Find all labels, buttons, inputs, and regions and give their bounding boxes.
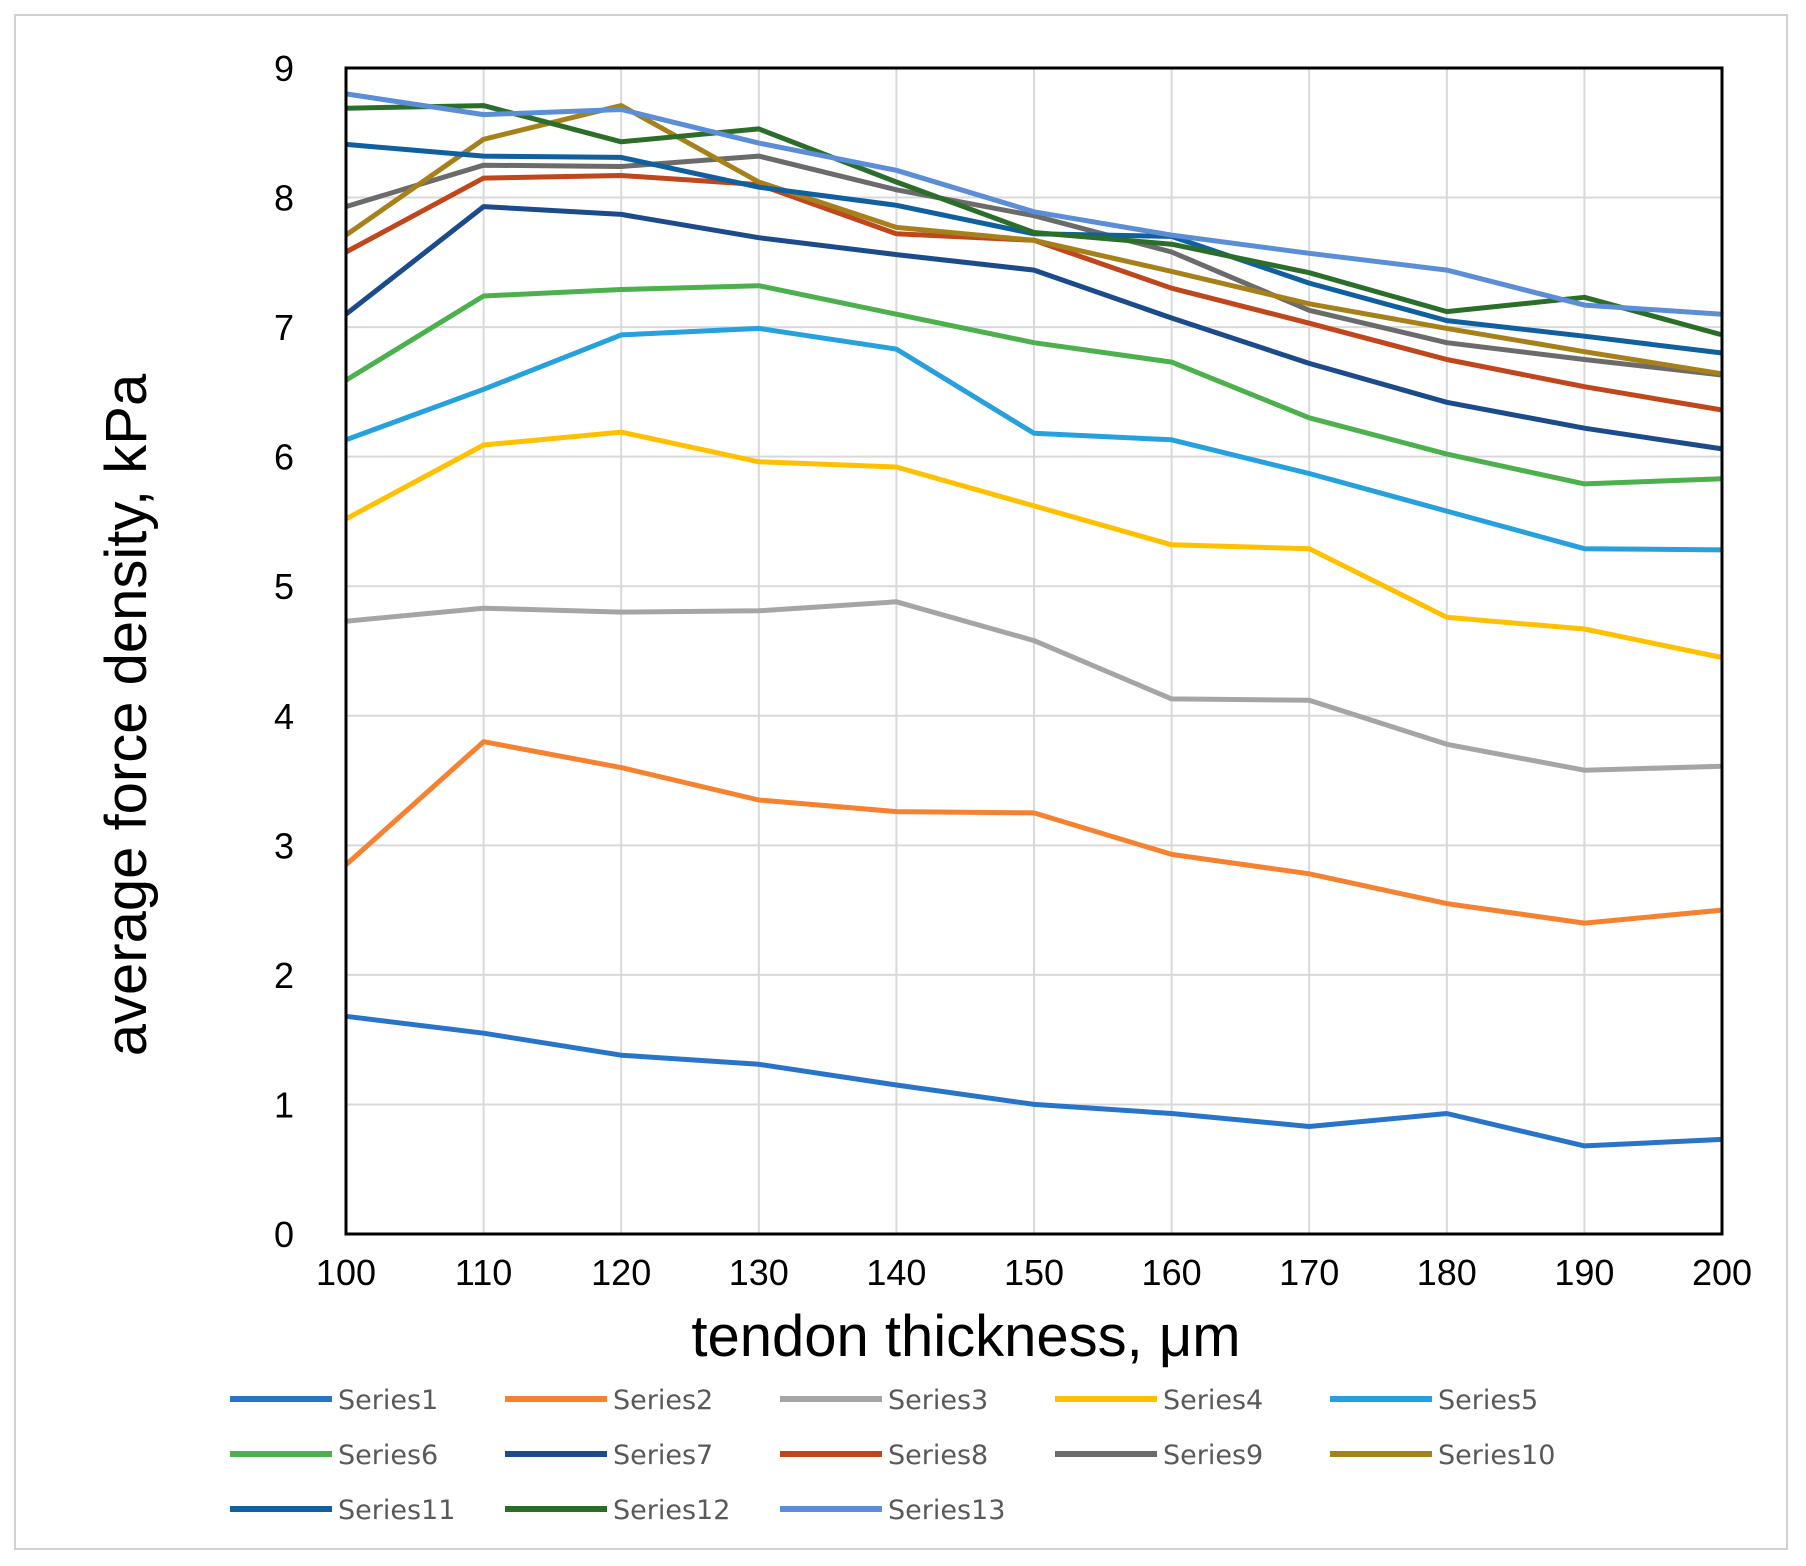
- legend-label: Series4: [1163, 1385, 1263, 1416]
- x-tick-label: 180: [1417, 1252, 1477, 1293]
- legend-entry: Series6: [230, 1440, 438, 1471]
- legend-entry: Series7: [505, 1440, 713, 1471]
- series-line-series4: [344, 429, 1723, 660]
- legend-label: Series5: [1438, 1385, 1538, 1416]
- x-tick-label: 120: [591, 1252, 651, 1293]
- series-line-series9: [345, 153, 1723, 378]
- legend-label: Series8: [888, 1440, 988, 1471]
- series-lines: [344, 91, 1723, 1149]
- x-tick-label: 200: [1692, 1252, 1752, 1293]
- legend-entry: Series5: [1330, 1385, 1538, 1416]
- x-tick-label: 160: [1142, 1252, 1202, 1293]
- series-line-series7: [344, 204, 1723, 452]
- y-tick-label: 4: [274, 696, 294, 737]
- series-line-series2: [344, 739, 1723, 926]
- series-line-series6: [344, 283, 1723, 487]
- series-line-series13: [345, 91, 1723, 317]
- legend-label: Series1: [338, 1385, 438, 1416]
- y-tick-label: 7: [274, 307, 294, 348]
- x-tick-label: 130: [729, 1252, 789, 1293]
- y-tick-label: 2: [274, 955, 294, 996]
- series-line-series3: [345, 599, 1723, 773]
- x-tick-label: 100: [316, 1252, 376, 1293]
- legend-label: Series6: [338, 1440, 438, 1471]
- y-axis-title: average force density, kPa: [94, 373, 159, 1056]
- tick-labels: 0 1 2 3 4 5 6 7 8 9 100 110 120 130 140 150 160 170 180 190…: [274, 48, 1752, 1293]
- x-axis-title: tendon thickness, μm: [691, 1304, 1240, 1369]
- x-tick-label: 170: [1279, 1252, 1339, 1293]
- legend-entry: Series11: [230, 1495, 455, 1526]
- y-tick-label: 5: [274, 566, 294, 607]
- legend-label: Series3: [888, 1385, 988, 1416]
- legend-label: Series2: [613, 1385, 713, 1416]
- x-tick-label: 190: [1554, 1252, 1614, 1293]
- y-tick-label: 1: [274, 1084, 294, 1125]
- legend-entry: Series8: [780, 1440, 988, 1471]
- legend-label: Series9: [1163, 1440, 1263, 1471]
- series-line-series12: [345, 103, 1723, 338]
- x-tick-label: 110: [455, 1252, 512, 1293]
- legend-entry: Series2: [505, 1385, 713, 1416]
- y-tick-label: 9: [274, 48, 294, 89]
- legend-entry: Series9: [1055, 1440, 1263, 1471]
- legend-entry: Series12: [505, 1495, 730, 1526]
- series-line-series10: [344, 103, 1723, 377]
- y-tick-label: 3: [274, 825, 294, 866]
- legend-label: Series11: [338, 1495, 455, 1526]
- y-tick-label: 8: [274, 178, 294, 219]
- legend-label: Series7: [613, 1440, 713, 1471]
- legend: Series1 Series2 Series3 Series4 Series5 Serie…: [230, 1385, 1555, 1526]
- chart-frame: [14, 14, 1788, 1550]
- x-tick-label: 140: [866, 1252, 926, 1293]
- series-line-series5: [345, 325, 1723, 553]
- legend-entry: Series3: [780, 1385, 988, 1416]
- legend-label: Series10: [1438, 1440, 1555, 1471]
- y-tick-label: 0: [274, 1214, 294, 1255]
- legend-label: Series13: [888, 1495, 1005, 1526]
- series-line-series1: [345, 1013, 1723, 1149]
- legend-label: Series12: [613, 1495, 730, 1526]
- plot-area-border: [344, 66, 1724, 1236]
- legend-entry: Series10: [1330, 1440, 1555, 1471]
- axes: [344, 66, 1724, 1236]
- legend-entry: Series13: [780, 1495, 1005, 1526]
- y-tick-label: 6: [274, 437, 294, 478]
- legend-entry: Series4: [1055, 1385, 1263, 1416]
- x-tick-label: 150: [1004, 1252, 1064, 1293]
- legend-entry: Series1: [230, 1385, 438, 1416]
